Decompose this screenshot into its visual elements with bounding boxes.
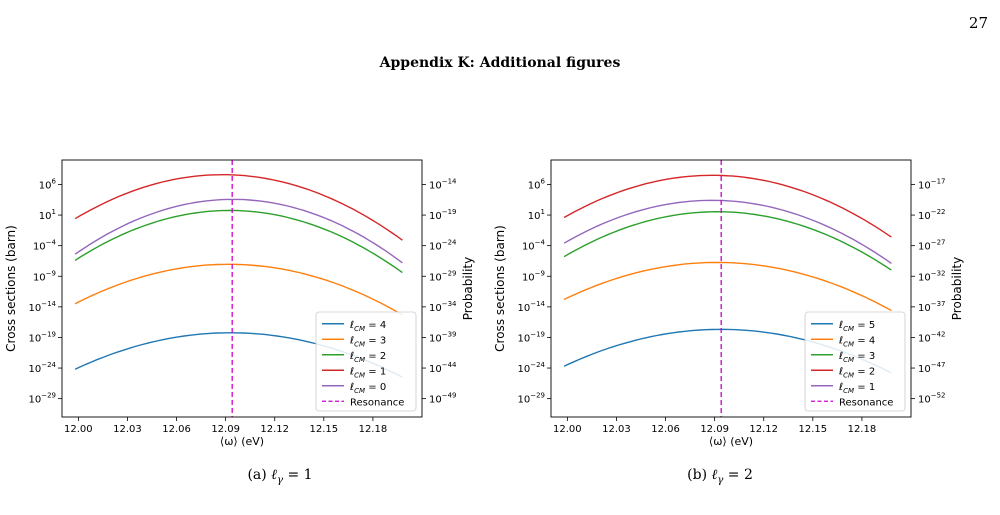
y-tick-label: 10−29: [28, 392, 56, 406]
legend-label-1: ℓCM = 1: [350, 366, 386, 379]
y2-tick-label: 10−42: [918, 330, 946, 344]
x-axis-label: ⟨ω⟩ (eV): [709, 435, 753, 448]
y2-tick-label: 10−32: [918, 269, 946, 283]
plot-frame: [61, 159, 423, 418]
y-tick-label: 10−19: [28, 330, 56, 344]
y2-tick-label: 10−19: [429, 208, 457, 222]
y-tick-label: 10−4: [522, 239, 546, 253]
y2-axis-label: Probability: [461, 257, 475, 320]
y2-tick-label: 10−39: [429, 330, 457, 344]
legend-label-3: ℓCM = 3: [350, 335, 386, 348]
x-tick-label: 12.12: [749, 424, 778, 435]
series-line-3: [563, 210, 892, 271]
y2-tick-label: 10−49: [429, 392, 457, 406]
x-tick-label: 12.03: [113, 424, 142, 435]
y2-tick-label: 10−14: [429, 177, 457, 191]
series-line-3: [74, 263, 403, 316]
legend-label-4: ℓCM = 4: [839, 335, 875, 348]
y2-tick-label: 10−52: [918, 392, 946, 406]
y2-tick-label: 10−29: [429, 269, 457, 283]
y2-axis-label: Probability: [950, 257, 964, 320]
legend-label-1: ℓCM = 1: [839, 382, 875, 395]
x-tick-label: 12.03: [602, 424, 631, 435]
y2-tick-label: 10−44: [429, 361, 457, 375]
series-line-0: [74, 198, 403, 264]
y2-tick-label: 10−37: [918, 300, 946, 314]
y2-tick-label: 10−34: [429, 300, 457, 314]
legend-label-4: ℓCM = 4: [350, 320, 386, 333]
y-tick-label: 10−14: [28, 300, 56, 314]
y-tick-label: 101: [528, 208, 545, 222]
legend: ℓCM = 4 ℓCM = 3 ℓCM = 2 ℓCM = 1 ℓCM = 0 Reson…: [315, 311, 417, 412]
y-tick-label: 106: [39, 177, 57, 191]
y-tick-label: 10−9: [522, 269, 545, 283]
legend-label-0: ℓCM = 0: [350, 382, 386, 395]
caption-symbol: ℓ: [711, 467, 718, 483]
plot-frame: [550, 159, 912, 418]
series-line-2: [563, 174, 892, 238]
y-tick-label: 106: [528, 177, 546, 191]
y-axis-label: Cross sections (barn): [4, 225, 18, 352]
series-line-2: [74, 209, 403, 274]
legend-label-5: ℓCM = 5: [839, 320, 875, 333]
series-line-1: [74, 174, 403, 241]
legend-label-resonance: Resonance: [350, 397, 404, 408]
chart-panel-a: 12.00 12.03 12.06 12.09 12.12 12.15 12.18 ⟨ω⟩ (…: [4, 159, 475, 448]
y2-tick-label: 10−17: [918, 177, 946, 191]
legend: ℓCM = 5 ℓCM = 4 ℓCM = 3 ℓCM = 2 ℓCM = 1 Reson…: [804, 311, 906, 412]
y-tick-label: 10−14: [517, 300, 545, 314]
x-tick-label: 12.09: [700, 424, 729, 435]
caption-value: = 2: [723, 467, 753, 483]
y-axis-label: Cross sections (barn): [493, 225, 507, 352]
y-tick-label: 10−24: [28, 361, 56, 375]
x-tick-label: 12.09: [211, 424, 240, 435]
y2-tick-label: 10−24: [429, 239, 457, 253]
series-line-1: [563, 199, 892, 264]
x-tick-label: 12.18: [848, 424, 877, 435]
legend-label-2: ℓCM = 2: [350, 351, 386, 364]
legend-label-resonance: Resonance: [839, 397, 893, 408]
y-tick-label: 10−29: [517, 392, 545, 406]
x-tick-label: 12.06: [162, 424, 191, 435]
caption-symbol: ℓ: [271, 467, 278, 483]
x-axis-label: ⟨ω⟩ (eV): [220, 435, 264, 448]
chart-panel-b: 12.00 12.03 12.06 12.09 12.12 12.15 12.18 ⟨ω⟩ (…: [493, 159, 964, 448]
legend-label-2: ℓCM = 2: [839, 366, 875, 379]
x-tick-label: 12.00: [64, 424, 93, 435]
x-tick-label: 12.00: [553, 424, 582, 435]
series-line-4: [563, 261, 892, 312]
caption-value: = 1: [283, 467, 313, 483]
y-tick-label: 10−9: [33, 269, 56, 283]
x-tick-label: 12.18: [359, 424, 388, 435]
section-title: Appendix K: Additional figures: [379, 55, 621, 71]
caption-subscript: γ: [717, 474, 724, 486]
page-number: 27: [968, 14, 988, 32]
x-tick-label: 12.15: [309, 424, 338, 435]
caption-subscript: γ: [277, 474, 283, 486]
caption-panel-a: (a) ℓγ = 1: [180, 467, 380, 486]
y-tick-label: 10−19: [517, 330, 545, 344]
x-tick-label: 12.06: [651, 424, 680, 435]
caption-panel-b: (b) ℓγ = 2: [620, 467, 820, 486]
x-tick-label: 12.15: [798, 424, 827, 435]
y-tick-label: 101: [39, 208, 56, 222]
y2-tick-label: 10−27: [918, 239, 946, 253]
x-tick-label: 12.12: [260, 424, 289, 435]
caption-prefix: (b): [687, 467, 712, 483]
y2-tick-label: 10−22: [918, 208, 946, 222]
caption-prefix: (a): [247, 467, 272, 483]
y2-tick-label: 10−47: [918, 361, 946, 375]
y-tick-label: 10−4: [33, 239, 57, 253]
legend-label-3: ℓCM = 3: [839, 351, 875, 364]
y-tick-label: 10−24: [517, 361, 545, 375]
